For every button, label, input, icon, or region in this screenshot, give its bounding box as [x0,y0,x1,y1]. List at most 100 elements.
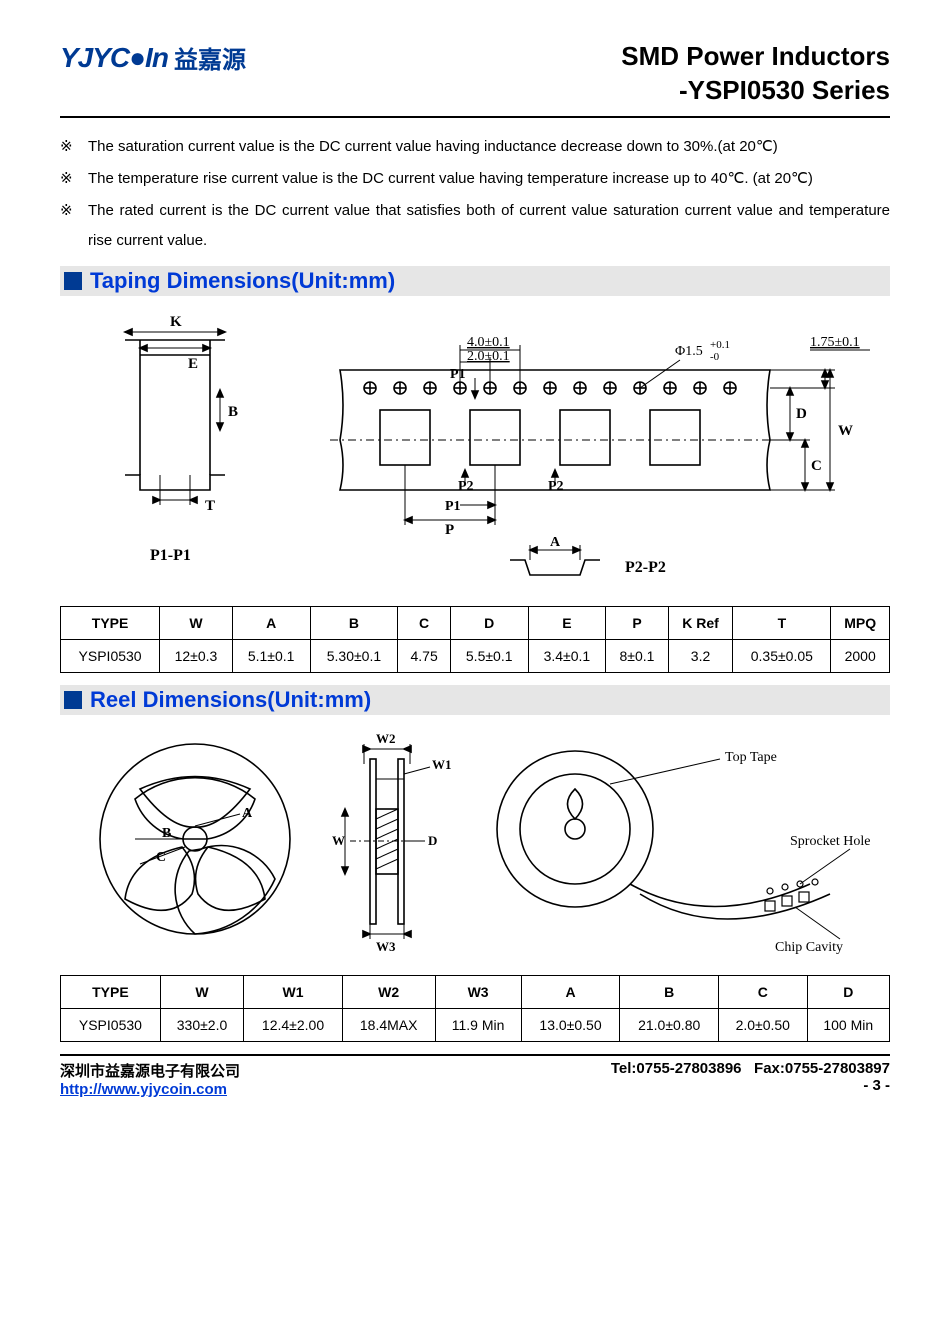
section-heading-taping: Taping Dimensions(Unit:mm) [60,266,890,296]
table-header-row: TYPE W A B C D E P K Ref T MPQ [61,606,890,639]
cell: 21.0±0.80 [620,1008,719,1041]
label-rD: D [428,833,437,848]
label-phi: Φ1.5 [675,344,703,359]
note-text: The temperature rise current value is th… [88,164,890,194]
website-link[interactable]: http://www.yjycoin.com [60,1081,227,1098]
label-E: E [188,356,198,372]
col-header: A [521,975,620,1008]
label-T: T [205,498,215,514]
label-rA: A [242,806,253,821]
logo-english: YJYC●In [60,42,168,74]
cell: 8±0.1 [606,639,668,672]
col-header: C [719,975,807,1008]
label-K: K [170,314,182,330]
reel-table: TYPE W W1 W2 W3 A B C D YSPI0530 330±2.0… [60,975,890,1042]
cell: 4.75 [398,639,450,672]
title-line-2: -YSPI0530 Series [621,74,890,108]
cell: 330±2.0 [160,1008,243,1041]
label-P1P1: P1-P1 [150,547,191,564]
col-header: W [160,606,233,639]
label-W3: W3 [376,939,396,954]
logo-chinese: 益嘉源 [174,40,246,75]
col-header: K Ref [668,606,733,639]
label-P1b: P1 [445,499,461,514]
document-title: SMD Power Inductors -YSPI0530 Series [621,40,890,108]
label-P: P [445,522,454,538]
table-row: YSPI0530 330±2.0 12.4±2.00 18.4MAX 11.9 … [61,1008,890,1041]
cell: 13.0±0.50 [521,1008,620,1041]
label-W: W [838,423,853,439]
col-header: TYPE [61,606,160,639]
label-A: A [550,535,561,550]
section-square-icon [64,691,82,709]
company-name: 深圳市益嘉源电子有限公司 [60,1060,240,1081]
cell: 5.1±0.1 [232,639,310,672]
label-W1: W1 [432,757,452,772]
fax: Fax:0755-27803897 [754,1060,890,1077]
table-row: YSPI0530 12±0.3 5.1±0.1 5.30±0.1 4.75 5.… [61,639,890,672]
col-header: T [733,606,831,639]
col-header: C [398,606,450,639]
label-2.0: 2.0±0.1 [467,349,510,364]
cell: 18.4MAX [342,1008,435,1041]
label-D: D [796,406,807,422]
cell: 100 Min [807,1008,890,1041]
cell: 11.9 Min [435,1008,521,1041]
col-header: W1 [244,975,343,1008]
label-P2a: P2 [458,479,474,494]
page-header: YJYC●In 益嘉源 SMD Power Inductors -YSPI053… [60,40,890,118]
cell: 0.35±0.05 [733,639,831,672]
col-header: B [620,975,719,1008]
label-W2: W2 [376,731,396,746]
note-text: The rated current is the DC current valu… [88,196,890,256]
section-square-icon [64,272,82,290]
label-C: C [811,458,822,474]
label-phi-bot: -0 [710,351,720,363]
logo: YJYC●In 益嘉源 [60,40,246,75]
cell: 3.2 [668,639,733,672]
col-header: W3 [435,975,521,1008]
note-item: ※ The temperature rise current value is … [60,164,890,194]
label-P2P2: P2-P2 [625,559,666,576]
col-header: MPQ [831,606,890,639]
label-sprocket: Sprocket Hole [790,834,870,849]
cell: YSPI0530 [61,639,160,672]
label-P2b: P2 [548,479,564,494]
col-header: D [450,606,528,639]
cell: 2000 [831,639,890,672]
col-header: D [807,975,890,1008]
note-text: The saturation current value is the DC c… [88,132,890,162]
note-symbol: ※ [60,164,88,194]
col-header: A [232,606,310,639]
label-rC: C [156,850,166,865]
tel: Tel:0755-27803896 [611,1060,742,1077]
cell: YSPI0530 [61,1008,161,1041]
taping-diagram: K E B T P1-P1 [60,310,890,590]
label-P1a: P1 [450,367,466,382]
label-rB: B [162,826,171,841]
reel-diagram: A B C [60,729,890,959]
note-symbol: ※ [60,132,88,162]
section-title: Reel Dimensions(Unit:mm) [90,687,371,713]
label-1.75: 1.75±0.1 [810,335,860,350]
section-heading-reel: Reel Dimensions(Unit:mm) [60,685,890,715]
note-symbol: ※ [60,196,88,256]
title-line-1: SMD Power Inductors [621,40,890,74]
cell: 12±0.3 [160,639,233,672]
cell: 2.0±0.50 [719,1008,807,1041]
cell: 5.30±0.1 [310,639,398,672]
cell: 3.4±0.1 [528,639,606,672]
page-footer: 深圳市益嘉源电子有限公司 http://www.yjycoin.com Tel:… [60,1054,890,1098]
col-header: B [310,606,398,639]
label-4.0: 4.0±0.1 [467,335,510,350]
cell: 12.4±2.00 [244,1008,343,1041]
table-header-row: TYPE W W1 W2 W3 A B C D [61,975,890,1008]
label-phi-top: +0.1 [710,339,730,351]
label-chip: Chip Cavity [775,940,843,955]
note-item: ※ The saturation current value is the DC… [60,132,890,162]
note-item: ※ The rated current is the DC current va… [60,196,890,256]
taping-table: TYPE W A B C D E P K Ref T MPQ YSPI0530 … [60,606,890,673]
label-top-tape: Top Tape [725,750,777,765]
cell: 5.5±0.1 [450,639,528,672]
col-header: P [606,606,668,639]
